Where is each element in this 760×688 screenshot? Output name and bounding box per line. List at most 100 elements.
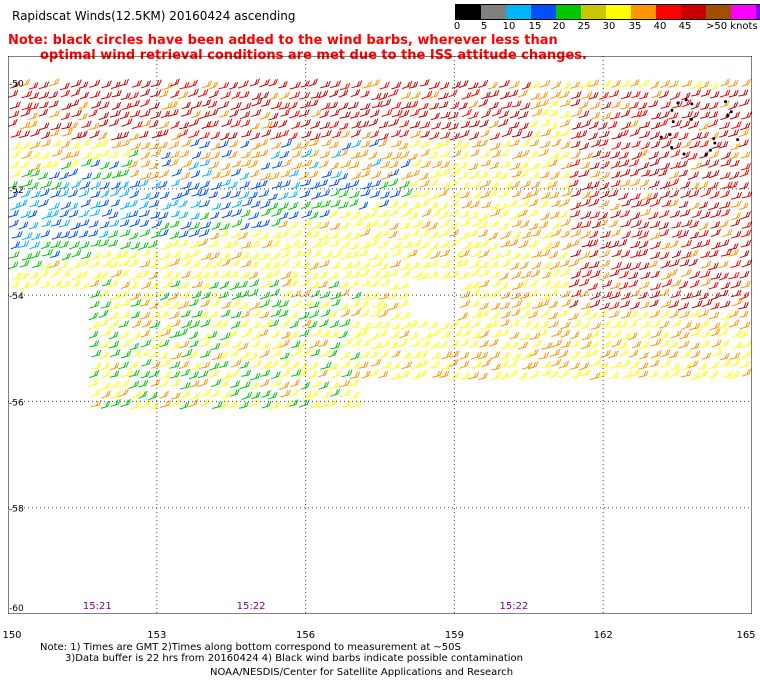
wind-barb: [470, 180, 482, 189]
wind-barb: [91, 100, 102, 109]
wind-barb: [389, 331, 400, 339]
wind-barb: [680, 140, 692, 149]
wind-barb: [380, 98, 392, 108]
wind-barb: [151, 130, 163, 139]
wind-barb: [529, 139, 540, 147]
wind-barb: [530, 269, 541, 278]
wind-barb: [330, 388, 341, 397]
wind-barb: [58, 219, 71, 228]
wind-barb: [660, 260, 671, 269]
wind-barb: [188, 371, 199, 380]
wind-barb: [260, 162, 271, 170]
wind-barb: [318, 381, 330, 390]
wind-barb: [231, 340, 242, 349]
wind-barb: [498, 110, 510, 119]
wind-barb: [408, 81, 419, 89]
wind-barb: [628, 320, 638, 328]
wind-barb: [29, 250, 41, 259]
wind-barb: [330, 170, 342, 179]
wind-barb: [529, 198, 539, 207]
wind-barb: [271, 218, 281, 227]
wind-barb: [599, 272, 610, 281]
wind-barb: [511, 282, 523, 290]
wind-barb: [200, 299, 210, 308]
wind-barb: [461, 91, 472, 100]
wind-barb: [338, 148, 349, 157]
wind-barb: [128, 369, 140, 378]
wind-barb: [327, 362, 339, 371]
wind-barb: [109, 292, 122, 300]
wind-barb: [509, 139, 520, 147]
wind-barb: [410, 202, 421, 210]
wind-barb: [600, 259, 611, 268]
wind-barb: [218, 81, 230, 90]
wind-barb: [371, 300, 384, 309]
wind-barb: [249, 382, 260, 391]
wind-barb: [669, 240, 679, 249]
wind-barb: [388, 168, 400, 177]
wind-barb: [210, 260, 222, 268]
wind-barb: [688, 360, 699, 369]
wind-barb: [41, 219, 52, 228]
wind-barb: [271, 141, 282, 150]
wind-barb: [248, 271, 259, 280]
wind-barb: [489, 161, 500, 170]
wind-barb: [678, 160, 689, 168]
wind-barb: [258, 189, 270, 198]
wind-barb: [637, 102, 648, 110]
wind-barb: [139, 130, 149, 139]
wind-barb: [588, 198, 600, 207]
wind-barb: [571, 221, 583, 230]
wind-barb: [308, 321, 318, 329]
wind-barb: [410, 228, 421, 237]
wind-barb: [470, 288, 481, 298]
wind-barb: [78, 230, 89, 238]
wind-barb: [231, 291, 242, 301]
wind-barb: [451, 149, 462, 158]
wind-barb: [340, 130, 351, 138]
wind-barb: [388, 88, 399, 97]
wind-barb: [720, 78, 731, 87]
wind-barb: [51, 148, 63, 157]
wind-barb: [511, 231, 522, 240]
wind-barb: [428, 222, 439, 231]
wind-barb: [411, 371, 422, 379]
wind-barb: [491, 363, 501, 371]
wind-barb: [389, 222, 399, 230]
wind-barb: [308, 138, 320, 147]
wind-barb: [471, 361, 483, 369]
wind-barb: [168, 158, 179, 167]
wind-barb: [321, 309, 331, 318]
wind-barb: [508, 369, 518, 378]
wind-barb: [351, 80, 363, 89]
wind-barb: [311, 201, 323, 209]
wind-barb: [158, 310, 169, 319]
wind-barb: [369, 130, 380, 139]
wind-barb: [548, 250, 559, 259]
wind-barb: [290, 229, 302, 238]
wind-barb: [449, 229, 460, 237]
wind-barb: [250, 142, 261, 150]
wind-barb: [728, 101, 739, 110]
wind-barb: [19, 259, 30, 268]
wind-barb: [610, 261, 622, 270]
wind-barb: [418, 199, 430, 208]
wind-barb: [150, 290, 162, 299]
wind-barb: [129, 281, 139, 290]
wind-barb: [70, 88, 81, 97]
legend-label: 25: [577, 21, 591, 32]
wind-barb: [608, 240, 620, 249]
wind-barb: [339, 351, 351, 360]
wind-barb: [310, 121, 321, 129]
wind-barb: [308, 309, 320, 319]
wind-barb: [619, 179, 631, 187]
wind-barb: [89, 251, 101, 261]
wind-barb: [738, 330, 748, 338]
wind-barb: [280, 139, 293, 148]
wind-barb: [419, 121, 431, 129]
wind-barb: [219, 222, 230, 231]
wind-barb: [89, 370, 100, 378]
wind-barb: [188, 249, 200, 258]
wind-barb: [338, 330, 348, 339]
wind-barb: [630, 240, 641, 249]
